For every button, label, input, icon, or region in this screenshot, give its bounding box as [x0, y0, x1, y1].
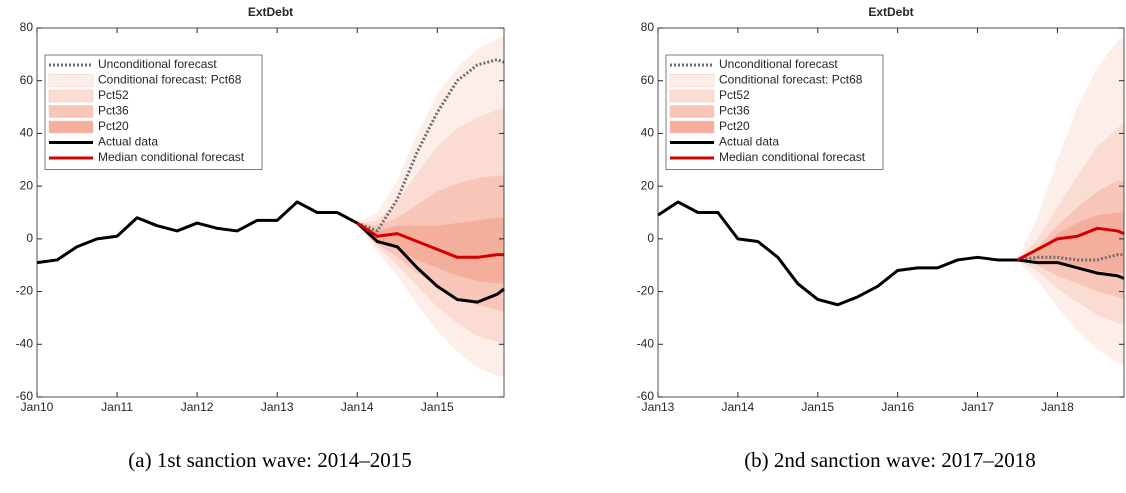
legend-label: Median conditional forecast — [719, 150, 866, 164]
x-tick-label: Jan13 — [642, 400, 675, 414]
y-tick-label: -40 — [16, 336, 34, 350]
y-tick-label: -40 — [637, 336, 655, 350]
y-tick-label: 20 — [20, 178, 34, 192]
series-line — [1016, 226, 1125, 262]
y-tick-label: -20 — [637, 284, 655, 298]
legend-label: Unconditional forecast — [719, 57, 838, 71]
y-tick-label: 40 — [641, 126, 655, 140]
y-tick-label: -20 — [16, 284, 34, 298]
x-tick-label: Jan16 — [881, 400, 914, 414]
y-tick-label: -60 — [637, 389, 655, 403]
y-tick-label: -60 — [16, 389, 34, 403]
y-tick-label: 0 — [647, 231, 654, 245]
legend-swatch — [48, 74, 94, 87]
chart-title: ExtDebt — [248, 5, 293, 19]
legend-swatch — [48, 120, 94, 134]
legend-swatch — [48, 105, 94, 118]
caption: (a) 1st sanction wave: 2014–2015 — [128, 448, 411, 472]
legend-label: Median conditional forecast — [98, 150, 245, 164]
chart: -60 -40 -20 0 20 40 60 80 Jan13 Jan14 Jan15 Jan16 Ja… — [637, 5, 1125, 472]
y-tick-label: 20 — [641, 178, 655, 192]
y-tick-label: 60 — [20, 73, 34, 87]
y-tick-label: 0 — [26, 231, 33, 245]
legend-label: Pct36 — [719, 104, 750, 118]
legend-label: Unconditional forecast — [98, 57, 217, 71]
series-line — [1017, 253, 1124, 262]
legend-label: Pct36 — [98, 104, 129, 118]
x-tick-label: Jan17 — [961, 400, 994, 414]
y-tick-label: 80 — [20, 20, 34, 34]
legend-swatch — [669, 74, 715, 87]
legend-swatch — [669, 105, 715, 118]
legend-label: Pct20 — [719, 119, 750, 133]
x-tick-label: Jan15 — [801, 400, 834, 414]
axes-box — [36, 27, 505, 398]
x-tick-label: Jan18 — [1041, 400, 1074, 414]
chart: -60 -40 -20 0 20 40 60 80 Jan10 Jan11 Jan12 Jan13 Ja… — [16, 5, 505, 472]
legend-label: Pct20 — [98, 119, 129, 133]
legend-swatch — [48, 89, 94, 103]
x-tick-label: Jan10 — [21, 400, 54, 414]
series-line — [356, 58, 505, 233]
caption: (b) 2nd sanction wave: 2017–2018 — [744, 448, 1036, 472]
legend-swatch — [669, 89, 715, 103]
legend-label: Actual data — [719, 135, 779, 149]
legend-swatch — [669, 120, 715, 134]
legend-label: Conditional forecast: Pct68 — [98, 73, 242, 87]
x-tick-label: Jan12 — [181, 400, 214, 414]
legend-label: Actual data — [98, 135, 158, 149]
y-tick-label: 80 — [641, 20, 655, 34]
x-tick-label: Jan15 — [421, 400, 454, 414]
legend-label: Pct52 — [719, 88, 750, 102]
chart-title: ExtDebt — [868, 5, 913, 19]
x-tick-label: Jan11 — [101, 400, 133, 414]
x-tick-label: Jan14 — [722, 400, 755, 414]
series-line — [356, 221, 504, 259]
y-tick-label: 60 — [641, 73, 655, 87]
legend-label: Conditional forecast: Pct68 — [719, 73, 863, 87]
axes-box — [657, 27, 1125, 398]
series-line — [657, 200, 1125, 307]
x-tick-label: Jan14 — [341, 400, 374, 414]
x-tick-label: Jan13 — [261, 400, 294, 414]
y-tick-label: 40 — [20, 126, 34, 140]
series-line — [36, 200, 505, 304]
legend-label: Pct52 — [98, 88, 129, 102]
